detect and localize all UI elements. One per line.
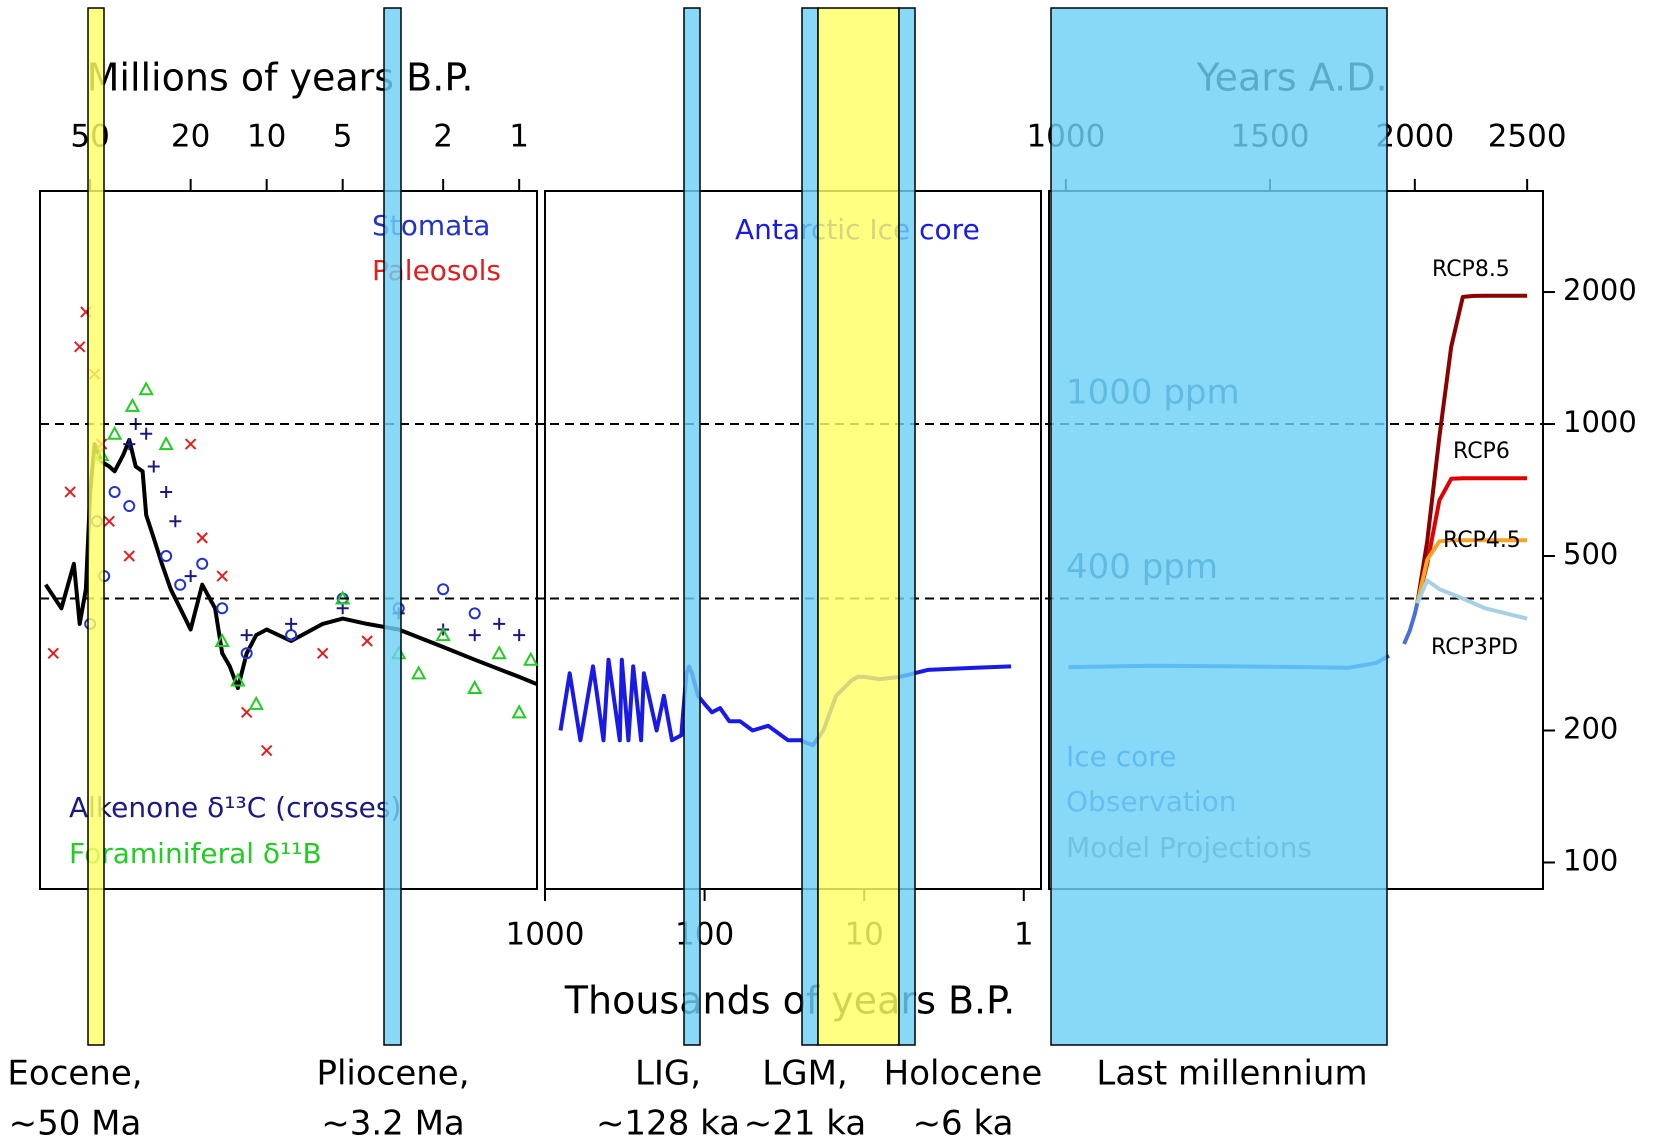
period-label: Eocene, [7, 1054, 142, 1094]
series-line [558, 657, 1012, 748]
period-band [683, 7, 701, 1046]
point [169, 515, 182, 528]
period-label: Last millennium [1096, 1054, 1367, 1094]
point [467, 679, 483, 695]
period-band [383, 7, 402, 1046]
point [285, 617, 298, 630]
legend-label: RCP6 [1453, 439, 1510, 464]
period-label: ~50 Ma [9, 1104, 142, 1144]
point [216, 570, 228, 582]
point [435, 627, 451, 642]
period-band [817, 7, 900, 1046]
point [123, 438, 136, 451]
series-line [1402, 602, 1420, 645]
point [511, 704, 527, 719]
point [491, 645, 507, 660]
point [493, 617, 506, 630]
point [240, 647, 253, 660]
x-tick-label: 2500 [1488, 119, 1567, 155]
x-tick-label: 20 [171, 119, 210, 155]
series-line [1415, 578, 1528, 621]
period-label: LIG, [635, 1054, 701, 1094]
y-tick-label: 1000 [1563, 405, 1637, 439]
point [108, 485, 121, 498]
point [160, 485, 173, 498]
period-label: LGM, [762, 1054, 847, 1094]
point [123, 550, 135, 562]
point [196, 532, 208, 544]
legend-label: RCP4.5 [1443, 528, 1521, 553]
point [196, 557, 209, 570]
point [285, 629, 298, 642]
x-axis-title: Millions of years B.P. [87, 56, 474, 100]
y-tick-label: 2000 [1563, 273, 1637, 307]
point [138, 381, 154, 396]
point [411, 665, 427, 680]
period-band [801, 7, 819, 1046]
point [523, 651, 539, 666]
legend-label: Foraminiferal δ¹¹B [69, 837, 322, 870]
x-tick-label: 10 [247, 119, 286, 155]
x-tick-label: 1 [1014, 917, 1034, 953]
point [437, 583, 450, 596]
x-tick-label: 1 [509, 119, 529, 155]
panel-frame [544, 190, 1042, 890]
point [124, 397, 141, 412]
x-tick-label: 1000 [506, 917, 585, 953]
period-band [87, 7, 105, 1046]
period-label: Pliocene, [316, 1054, 469, 1094]
legend-label: Alkenone δ¹³C (crosses) [69, 791, 401, 824]
period-label: Holocene [884, 1054, 1043, 1094]
point [174, 578, 187, 591]
point [158, 436, 174, 451]
point [47, 647, 59, 659]
point [74, 341, 86, 353]
point [230, 672, 246, 687]
point [316, 647, 329, 659]
x-tick-label: 2 [433, 119, 453, 155]
point [106, 425, 123, 440]
period-band [1050, 7, 1388, 1046]
point [216, 602, 229, 615]
period-label: ~6 ka [913, 1104, 1014, 1144]
period-label: ~128 ka [596, 1104, 740, 1144]
x-axis-title: Thousands of years B.P. [564, 979, 1015, 1023]
series-line [1415, 293, 1528, 604]
series-line [44, 437, 538, 690]
series-line [1415, 538, 1528, 604]
point [140, 427, 153, 440]
point [160, 550, 173, 563]
y-tick-label: 500 [1563, 537, 1618, 571]
point [123, 500, 136, 513]
legend-label: RCP8.5 [1432, 257, 1510, 282]
point [468, 629, 481, 642]
point [248, 695, 264, 710]
point [184, 438, 197, 450]
x-tick-label: 5 [333, 119, 353, 155]
panel-frame [39, 190, 538, 890]
point [103, 515, 115, 528]
point [214, 632, 230, 647]
point [513, 629, 526, 642]
x-tick-label: 2000 [1375, 119, 1454, 155]
point [240, 629, 253, 642]
y-tick-label: 200 [1563, 711, 1618, 745]
point [260, 744, 273, 757]
point [468, 607, 481, 620]
point [147, 460, 160, 473]
period-band [898, 7, 916, 1046]
period-label: ~21 ka [744, 1104, 867, 1144]
y-tick-label: 100 [1563, 843, 1618, 877]
point [64, 486, 76, 498]
legend-label: RCP3PD [1431, 635, 1518, 660]
period-label: ~3.2 Ma [321, 1104, 465, 1144]
point [361, 635, 373, 647]
point [184, 570, 197, 583]
